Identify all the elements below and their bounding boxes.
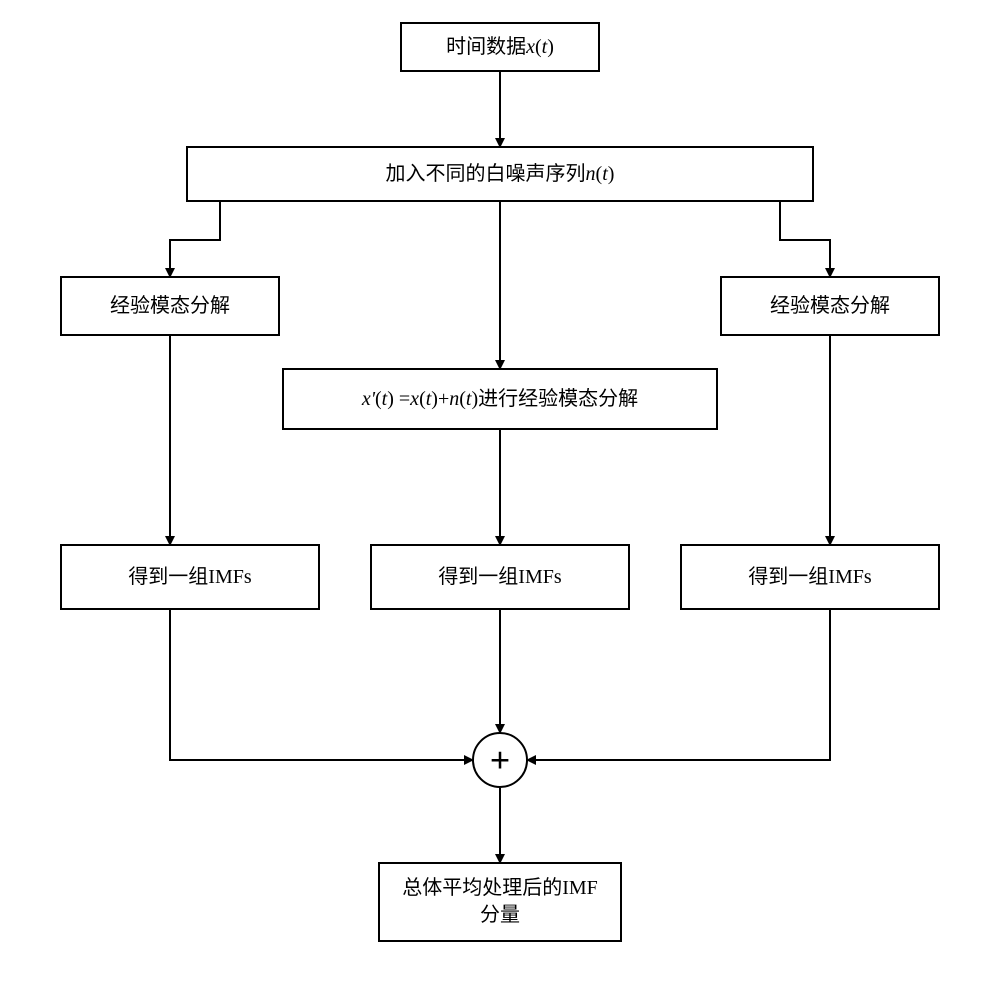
node-n5: x'(t) =x(t)+n(t)进行经验模态分解 (282, 368, 718, 430)
node-n9: 总体平均处理后的IMF分量 (378, 862, 622, 942)
node-n1: 时间数据x(t) (400, 22, 600, 72)
edge-n2-to-n4 (780, 202, 830, 276)
node-n7: 得到一组IMFs (370, 544, 630, 610)
node-n4: 经验模态分解 (720, 276, 940, 336)
node-n6: 得到一组IMFs (60, 544, 320, 610)
edge-n2-to-n3 (170, 202, 220, 276)
edge-n8-to-plus (528, 610, 830, 760)
node-n8: 得到一组IMFs (680, 544, 940, 610)
node-n2: 加入不同的白噪声序列n(t) (186, 146, 814, 202)
sum-node: + (472, 732, 528, 788)
flowchart-canvas: 时间数据x(t) 加入不同的白噪声序列n(t) 经验模态分解 经验模态分解x'(t) … (0, 0, 1000, 988)
edge-n6-to-plus (170, 610, 472, 760)
node-n3: 经验模态分解 (60, 276, 280, 336)
